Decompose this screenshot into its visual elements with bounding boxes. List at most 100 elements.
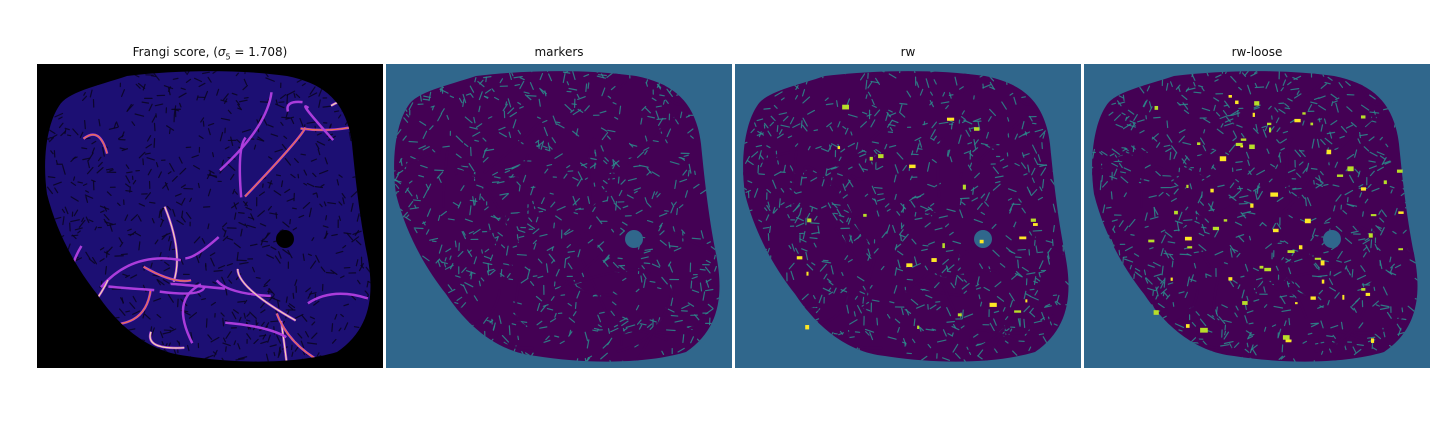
highlight-spot bbox=[1384, 180, 1387, 184]
highlight-spot bbox=[1321, 260, 1325, 265]
highlight-spot bbox=[806, 272, 808, 276]
highlight-spot bbox=[797, 256, 803, 259]
highlight-spot bbox=[1186, 185, 1188, 188]
highlight-spot bbox=[805, 325, 809, 329]
highlight-spot bbox=[1155, 106, 1159, 110]
highlight-spot bbox=[1267, 123, 1271, 125]
highlight-spot bbox=[1236, 143, 1243, 146]
highlight-spot bbox=[1148, 240, 1154, 243]
highlight-spot bbox=[906, 263, 912, 267]
highlight-spot bbox=[1371, 214, 1377, 216]
highlight-spot bbox=[1337, 174, 1343, 176]
highlight-spot bbox=[1366, 293, 1370, 296]
highlight-spot bbox=[1361, 115, 1365, 118]
highlight-spot bbox=[1270, 192, 1278, 196]
highlight-spot bbox=[1235, 101, 1238, 105]
highlight-spot bbox=[1361, 187, 1366, 190]
highlight-spot bbox=[878, 154, 883, 158]
highlight-spot bbox=[1294, 119, 1300, 122]
rw-image bbox=[735, 64, 1081, 368]
rw-loose-image bbox=[1084, 64, 1430, 368]
optic-disc bbox=[625, 230, 643, 248]
highlight-spot bbox=[1031, 219, 1036, 222]
highlight-spot bbox=[980, 240, 984, 244]
markers-image bbox=[386, 64, 732, 368]
highlight-spot bbox=[963, 185, 966, 190]
highlight-spot bbox=[1369, 233, 1373, 237]
frangi-panel-title: Frangi score, (σ5 = 1.708) bbox=[37, 45, 383, 61]
highlight-spot bbox=[958, 313, 962, 316]
highlight-spot bbox=[1242, 301, 1247, 305]
highlight-spot bbox=[1249, 145, 1255, 149]
highlight-spot bbox=[1264, 268, 1271, 271]
highlight-spot bbox=[917, 326, 919, 329]
highlight-spot bbox=[1171, 278, 1173, 281]
highlight-spot bbox=[1371, 338, 1374, 343]
highlight-spot bbox=[842, 105, 849, 110]
highlight-spot bbox=[1254, 101, 1259, 105]
optic-disc bbox=[1323, 230, 1341, 248]
highlight-spot bbox=[1286, 340, 1292, 343]
rw-loose-panel-title: rw-loose bbox=[1084, 45, 1430, 59]
optic-disc bbox=[974, 230, 992, 248]
highlight-spot bbox=[1019, 237, 1026, 240]
highlight-spot bbox=[1302, 112, 1305, 114]
highlight-spot bbox=[990, 303, 997, 307]
markers-panel-title: markers bbox=[386, 45, 732, 59]
highlight-spot bbox=[1014, 310, 1021, 312]
highlight-spot bbox=[1398, 248, 1403, 250]
highlight-spot bbox=[1299, 245, 1302, 249]
highlight-spot bbox=[909, 165, 915, 168]
highlight-spot bbox=[1220, 156, 1226, 161]
title-suffix: = 1.708) bbox=[231, 45, 288, 59]
highlight-spot bbox=[1361, 288, 1365, 291]
title-sigma: σ bbox=[218, 45, 226, 59]
highlight-spot bbox=[1342, 295, 1344, 300]
highlight-spot bbox=[1197, 142, 1200, 145]
highlight-spot bbox=[1310, 123, 1313, 126]
highlight-spot bbox=[1305, 219, 1311, 224]
rw-panel-title: rw bbox=[735, 45, 1081, 59]
highlight-spot bbox=[863, 214, 866, 217]
optic-disc bbox=[276, 230, 294, 248]
highlight-spot bbox=[1283, 335, 1290, 340]
highlight-spot bbox=[1174, 211, 1178, 215]
highlight-spot bbox=[1033, 223, 1038, 226]
highlight-spot bbox=[1347, 166, 1353, 171]
highlight-spot bbox=[1229, 95, 1232, 98]
highlight-spot bbox=[1295, 302, 1298, 304]
highlight-spot bbox=[1210, 189, 1213, 193]
highlight-spot bbox=[1327, 150, 1332, 155]
highlight-spot bbox=[1322, 280, 1325, 284]
markers-plot bbox=[386, 64, 732, 368]
highlight-spot bbox=[807, 218, 811, 222]
frangi-score-image bbox=[37, 64, 383, 368]
highlight-spot bbox=[1269, 128, 1271, 133]
highlight-spot bbox=[1025, 299, 1027, 302]
highlight-spot bbox=[1273, 229, 1279, 232]
highlight-spot bbox=[974, 127, 979, 131]
highlight-spot bbox=[1224, 219, 1227, 221]
highlight-spot bbox=[931, 258, 936, 262]
highlight-spot bbox=[947, 118, 954, 121]
highlight-spot bbox=[1397, 170, 1403, 173]
highlight-spot bbox=[1154, 310, 1159, 315]
highlight-spot bbox=[1398, 211, 1403, 214]
highlight-spot bbox=[1253, 113, 1255, 117]
highlight-spot bbox=[1260, 266, 1264, 269]
rw-loose-plot bbox=[1084, 64, 1430, 368]
rw-plot bbox=[735, 64, 1081, 368]
highlight-spot bbox=[1186, 324, 1190, 328]
highlight-spot bbox=[1250, 204, 1253, 208]
highlight-spot bbox=[942, 243, 945, 248]
highlight-spot bbox=[1288, 250, 1295, 253]
highlight-spot bbox=[1185, 237, 1192, 241]
highlight-spot bbox=[838, 146, 840, 149]
highlight-spot bbox=[1187, 246, 1192, 248]
highlight-spot bbox=[1213, 227, 1219, 230]
highlight-spot bbox=[1241, 138, 1246, 140]
frangi-score-plot bbox=[37, 64, 383, 368]
highlight-spot bbox=[870, 157, 873, 161]
highlight-spot bbox=[1311, 296, 1316, 299]
highlight-spot bbox=[1228, 277, 1232, 280]
